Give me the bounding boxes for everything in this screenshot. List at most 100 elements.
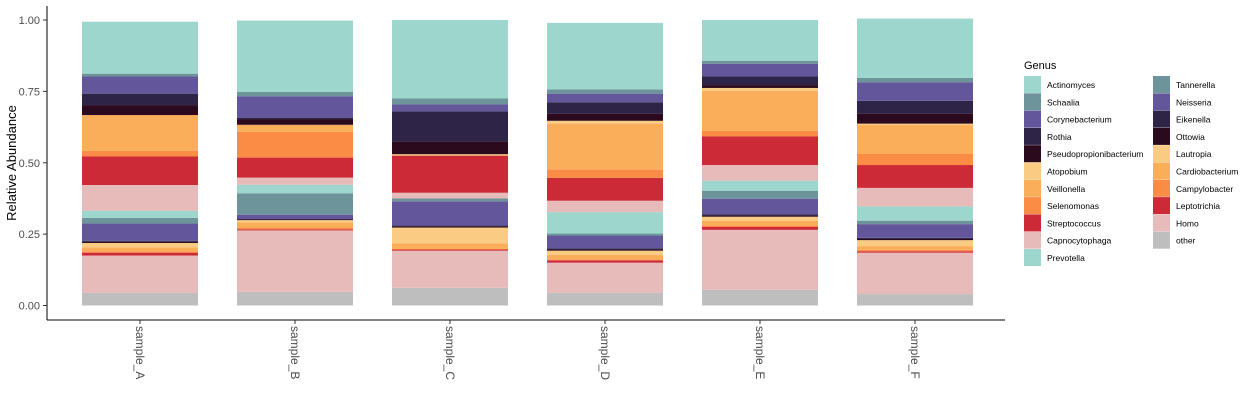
legend-swatch-cardiobacterium (1153, 162, 1170, 180)
y-tick-label: 0.75 (19, 86, 40, 98)
bar-segment-sample_E-pseudopropionibacterium (702, 85, 818, 88)
legend-swatch-selenomonas (1024, 197, 1041, 215)
legend-title: Genus (1024, 60, 1057, 72)
legend-label-leptotrichia: Leptotrichia (1176, 201, 1220, 211)
bar-segment-sample_E-prevotella (702, 180, 818, 191)
legend-swatch-ottowia (1153, 127, 1170, 145)
bar-segment-sample_E-selenomonas (702, 130, 818, 137)
bar-segment-sample_B-homo (237, 230, 353, 292)
bar-segment-sample_B-neisseria (237, 214, 353, 219)
y-tick-label: 0.50 (19, 158, 40, 170)
bar-segment-sample_D-prevotella (547, 212, 663, 234)
x-ticks: sample_A sample_B sample_C sample_D sample_E… (133, 320, 922, 380)
bar-segment-sample_E-schaalia (702, 60, 818, 64)
bar-segment-sample_C-capnocytophaga (392, 192, 508, 199)
legend-label-prevotella: Prevotella (1047, 253, 1085, 263)
bar-segment-sample_B-actinomyces (237, 20, 353, 92)
bar-segment-sample_A-schaalia (82, 73, 198, 77)
bar-segment-sample_D-lautropia (547, 250, 663, 255)
x-tick-label-sample_F: sample_F (908, 326, 922, 379)
legend-swatch-prevotella (1024, 249, 1041, 266)
bar-segment-sample_B-prevotella (237, 184, 353, 194)
bar-segment-sample_F-campylobacter (857, 249, 973, 252)
bar-segment-sample_E-corynebacterium (702, 63, 818, 77)
bar-segment-sample_D-rothia (547, 102, 663, 114)
bar-segment-sample_F-lautropia (857, 240, 973, 247)
legend-swatch-corynebacterium (1024, 110, 1041, 128)
legend-label-neisseria: Neisseria (1176, 97, 1212, 107)
bar-segment-sample_C-lautropia (392, 227, 508, 244)
axes-layer: 0.000.250.500.751.00 sample_A sample_B sam… (4, 6, 1005, 380)
bar-segment-sample_A-ottowia (82, 241, 198, 243)
bar-segment-sample_D-veillonella (547, 123, 663, 170)
x-tick-label-sample_D: sample_D (598, 326, 612, 380)
legend-label-schaalia: Schaalia (1047, 97, 1080, 107)
legend-label-other: other (1176, 236, 1196, 246)
bar-segment-sample_C-ottowia (392, 226, 508, 228)
legend-label-ottowia: Ottowia (1176, 132, 1205, 142)
legend-label-lautropia: Lautropia (1176, 149, 1212, 159)
bar-segment-sample_E-streptococcus (702, 136, 818, 166)
bar-segment-sample_A-rothia (82, 93, 198, 106)
legend-label-veillonella: Veillonella (1047, 184, 1086, 194)
legend-label-streptococcus: Streptococcus (1047, 218, 1101, 228)
legend-swatch-schaalia (1024, 93, 1041, 111)
bar-segment-sample_B-ottowia (237, 219, 353, 221)
bar-segment-sample_D-actinomyces (547, 22, 663, 90)
bar-segment-sample_D-atopobium (547, 120, 663, 124)
bar-segment-sample_F-veillonella (857, 125, 973, 154)
legend-swatch-tannerella (1153, 76, 1170, 93)
bar-segment-sample_E-veillonella (702, 90, 818, 131)
bar-segment-sample_C-pseudopropionibacterium (392, 141, 508, 155)
bar-segment-sample_D-campylobacter (547, 259, 663, 261)
bar-segment-sample_F-corynebacterium (857, 82, 973, 101)
bar-segment-sample_D-homo (547, 262, 663, 293)
bar-segment-sample_E-tannerella (702, 190, 818, 199)
bar-segment-sample_A-tannerella (82, 217, 198, 224)
legend-label-campylobacter: Campylobacter (1176, 184, 1233, 194)
bar-segment-sample_C-other (392, 287, 508, 306)
bar-segment-sample_D-leptotrichia (547, 260, 663, 263)
bar-segment-sample_E-atopobium (702, 87, 818, 91)
bar-segment-sample_B-leptotrichia (237, 229, 353, 231)
bar-segment-sample_F-cardiobacterium (857, 246, 973, 250)
bar-segment-sample_B-rothia (237, 117, 353, 120)
legend-swatch-lautropia (1153, 145, 1170, 163)
bar-segment-sample_F-eikenella (857, 237, 973, 239)
bar-segment-sample_A-capnocytophaga (82, 185, 198, 211)
bar-segment-sample_D-capnocytophaga (547, 200, 663, 213)
legend-label-capnocytophaga: Capnocytophaga (1047, 236, 1112, 246)
bars-layer (82, 18, 973, 306)
bar-segment-sample_F-leptotrichia (857, 251, 973, 253)
legend-swatch-rothia (1024, 127, 1041, 145)
y-tick-label: 0.00 (19, 301, 40, 313)
legend-swatch-leptotrichia (1153, 197, 1170, 215)
bar-segment-sample_F-tannerella (857, 220, 973, 225)
legend-swatch-streptococcus (1024, 214, 1041, 232)
legend-swatch-neisseria (1153, 93, 1170, 111)
bar-segment-sample_D-tannerella (547, 233, 663, 236)
bar-segment-sample_F-neisseria (857, 224, 973, 238)
bar-segment-sample_A-lautropia (82, 242, 198, 248)
bar-segment-sample_A-actinomyces (82, 21, 198, 74)
bar-segment-sample_F-pseudopropionibacterium (857, 113, 973, 124)
bar-segment-sample_F-streptococcus (857, 165, 973, 188)
bar-segment-sample_B-eikenella (237, 218, 353, 220)
y-ticks: 0.00 0.25 0.50 0.75 1.00 (19, 15, 47, 313)
bar-segment-sample_D-cardiobacterium (547, 254, 663, 260)
x-tick-label-sample_C: sample_C (443, 326, 457, 380)
legend-swatch-actinomyces (1024, 76, 1041, 93)
bar-segment-sample_E-cardiobacterium (702, 220, 818, 226)
bar-segment-sample_F-other (857, 294, 973, 306)
bar-segment-sample_E-neisseria (702, 198, 818, 215)
bar-segment-sample_C-actinomyces (392, 20, 508, 99)
bar-segment-sample_C-streptococcus (392, 155, 508, 193)
bar-segment-sample_A-neisseria (82, 223, 198, 241)
x-tick-label-sample_A: sample_A (133, 326, 147, 379)
legend: Genus Actinomyces Schaalia Corynebacterium… (1024, 60, 1238, 266)
legend-label-tannerella: Tannerella (1176, 80, 1215, 90)
legend-swatch-campylobacter (1153, 179, 1170, 197)
bar-segment-sample_F-rothia (857, 100, 973, 114)
bar-segment-sample_C-rothia (392, 111, 508, 142)
bar-segment-sample_E-homo (702, 229, 818, 290)
